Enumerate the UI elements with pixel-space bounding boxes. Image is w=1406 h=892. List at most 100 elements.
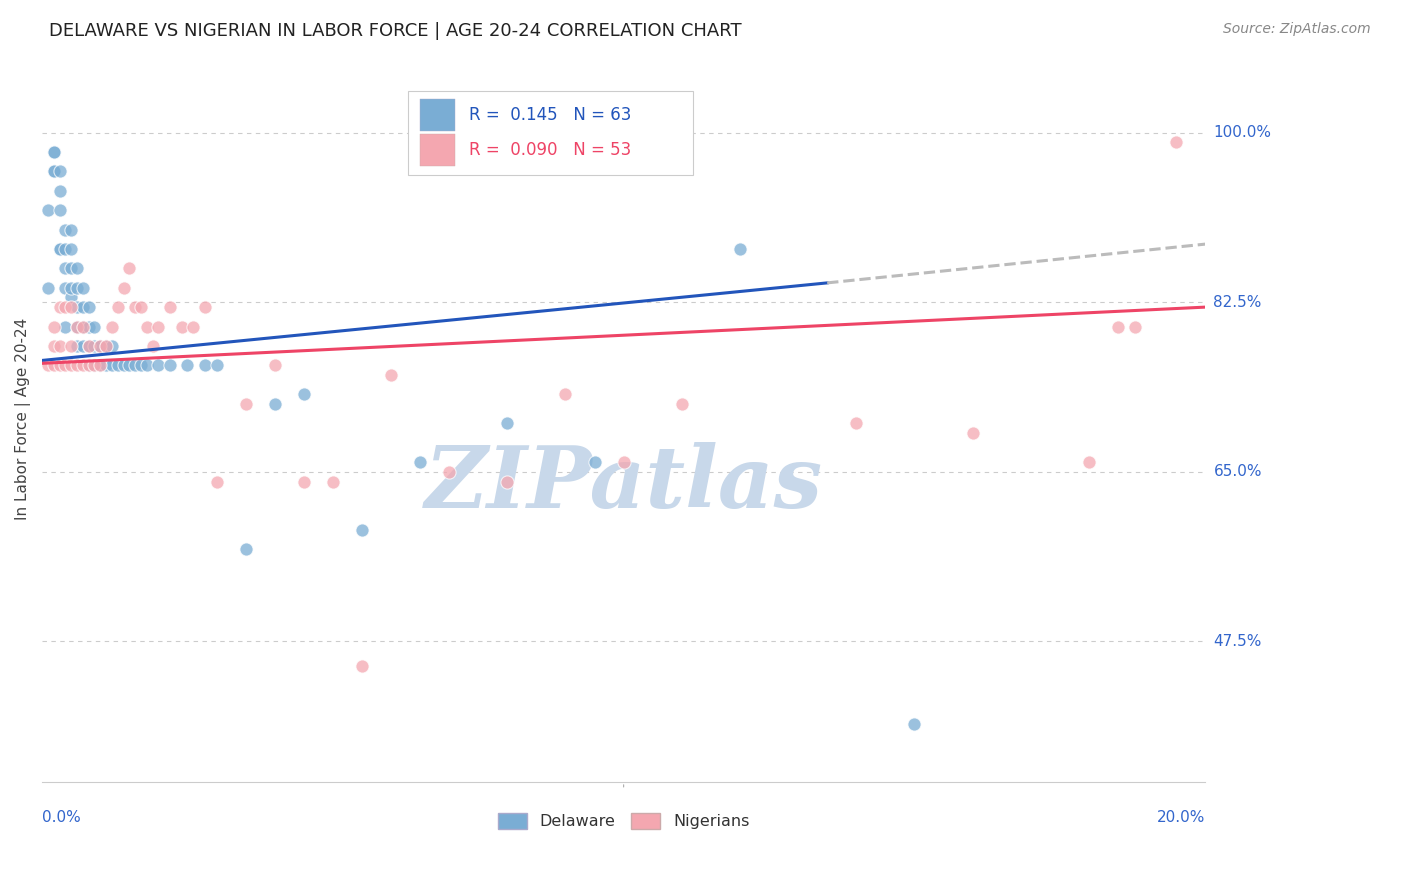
Delaware [83, 339, 105, 353]
Delaware [496, 417, 519, 431]
Text: 65.0%: 65.0% [1213, 465, 1263, 479]
Nigerians [48, 339, 70, 353]
Delaware [42, 145, 65, 159]
Nigerians [194, 300, 217, 314]
Delaware [66, 281, 89, 295]
Delaware [124, 358, 146, 372]
Nigerians [554, 387, 576, 401]
Delaware [66, 261, 89, 276]
Nigerians [292, 475, 315, 489]
Nigerians [496, 475, 519, 489]
Delaware [48, 203, 70, 218]
Text: R =  0.090   N = 53: R = 0.090 N = 53 [470, 141, 631, 159]
Text: 100.0%: 100.0% [1213, 125, 1271, 140]
Text: DELAWARE VS NIGERIAN IN LABOR FORCE | AGE 20-24 CORRELATION CHART: DELAWARE VS NIGERIAN IN LABOR FORCE | AG… [49, 22, 742, 40]
Nigerians [107, 300, 129, 314]
Delaware [77, 358, 100, 372]
Text: 82.5%: 82.5% [1213, 294, 1261, 310]
Delaware [194, 358, 217, 372]
Nigerians [89, 339, 111, 353]
Delaware [235, 542, 257, 557]
Delaware [101, 358, 124, 372]
Delaware [176, 358, 198, 372]
Nigerians [671, 397, 693, 411]
Nigerians [350, 658, 373, 673]
FancyBboxPatch shape [409, 92, 693, 175]
Delaware [53, 222, 76, 236]
Delaware [72, 339, 94, 353]
Delaware [66, 339, 89, 353]
Delaware [53, 281, 76, 295]
Delaware [83, 358, 105, 372]
Nigerians [437, 465, 460, 479]
Nigerians [322, 475, 344, 489]
Nigerians [48, 358, 70, 372]
Text: ZIPatlas: ZIPatlas [425, 442, 823, 525]
Delaware [118, 358, 141, 372]
Delaware [60, 242, 83, 256]
FancyBboxPatch shape [420, 134, 456, 166]
Delaware [148, 358, 170, 372]
Nigerians [94, 339, 117, 353]
Delaware [53, 261, 76, 276]
Delaware [129, 358, 152, 372]
Legend: Delaware, Nigerians: Delaware, Nigerians [492, 807, 755, 836]
Nigerians [1164, 136, 1187, 150]
Nigerians [112, 281, 135, 295]
Delaware [53, 319, 76, 334]
Delaware [53, 242, 76, 256]
Delaware [48, 242, 70, 256]
Nigerians [159, 300, 181, 314]
Delaware [42, 145, 65, 159]
Delaware [42, 164, 65, 178]
Nigerians [60, 300, 83, 314]
Nigerians [72, 358, 94, 372]
Delaware [101, 339, 124, 353]
Delaware [72, 300, 94, 314]
Y-axis label: In Labor Force | Age 20-24: In Labor Force | Age 20-24 [15, 318, 31, 520]
Nigerians [380, 368, 402, 382]
Nigerians [60, 339, 83, 353]
Delaware [66, 319, 89, 334]
Nigerians [181, 319, 204, 334]
Text: 0.0%: 0.0% [42, 810, 82, 825]
Delaware [583, 455, 606, 469]
Delaware [89, 339, 111, 353]
Delaware [903, 716, 925, 731]
Nigerians [83, 358, 105, 372]
Delaware [350, 523, 373, 537]
Delaware [37, 281, 59, 295]
Nigerians [66, 319, 89, 334]
Delaware [159, 358, 181, 372]
Nigerians [129, 300, 152, 314]
Nigerians [142, 339, 165, 353]
Delaware [409, 455, 432, 469]
Delaware [72, 281, 94, 295]
Text: 20.0%: 20.0% [1157, 810, 1205, 825]
Nigerians [42, 358, 65, 372]
Nigerians [263, 358, 285, 372]
Nigerians [613, 455, 636, 469]
Delaware [48, 184, 70, 198]
Delaware [72, 319, 94, 334]
Text: R =  0.145   N = 63: R = 0.145 N = 63 [470, 106, 631, 124]
Delaware [83, 319, 105, 334]
Nigerians [37, 358, 59, 372]
Delaware [77, 339, 100, 353]
Nigerians [48, 300, 70, 314]
Delaware [89, 358, 111, 372]
Delaware [112, 358, 135, 372]
Delaware [135, 358, 157, 372]
Delaware [77, 319, 100, 334]
Nigerians [845, 417, 868, 431]
Delaware [77, 300, 100, 314]
Nigerians [118, 261, 141, 276]
Delaware [292, 387, 315, 401]
Nigerians [42, 319, 65, 334]
Nigerians [124, 300, 146, 314]
Delaware [60, 222, 83, 236]
Nigerians [1077, 455, 1099, 469]
Delaware [60, 261, 83, 276]
Text: 47.5%: 47.5% [1213, 634, 1261, 649]
Delaware [60, 281, 83, 295]
